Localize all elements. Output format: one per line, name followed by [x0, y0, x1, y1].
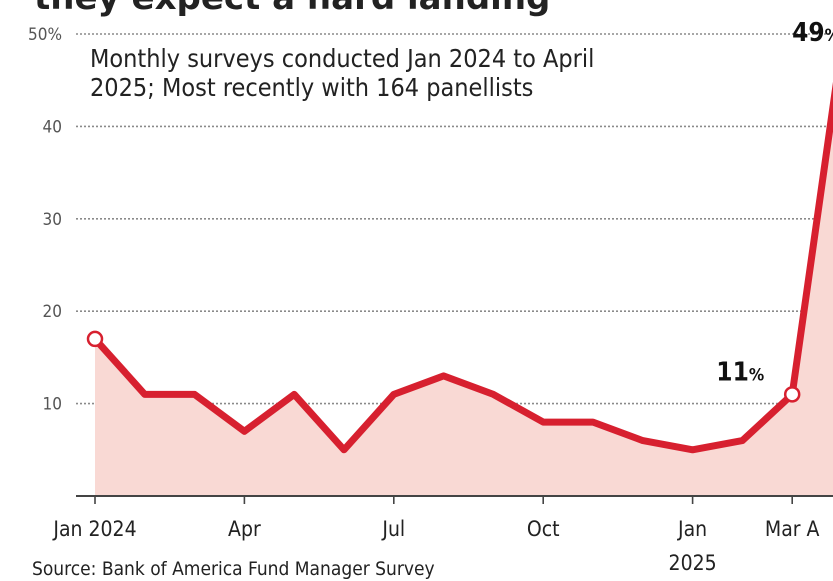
x-tick-label: Apr	[228, 517, 261, 541]
chart-title-cut: they expect a hard landing	[34, 0, 550, 18]
x-tick-label: Jan 2024	[52, 517, 136, 541]
series-line	[91, 81, 833, 454]
point-marker	[86, 330, 104, 348]
point-marker	[783, 386, 801, 403]
x-tick-label-year: 2025	[669, 551, 717, 575]
series-markers	[86, 330, 801, 403]
y-tick-label: 10	[43, 395, 62, 415]
chart-source: Source: Bank of America Fund Manager Sur…	[32, 558, 435, 580]
chart-subtitle: Monthly surveys conducted Jan 2024 to Ap…	[90, 44, 595, 102]
y-tick-label: 30	[43, 210, 62, 230]
x-tick-label: Oct	[527, 517, 560, 541]
value-label: 49%	[792, 18, 833, 48]
value-label: 11%	[716, 357, 764, 387]
value-annotations: 11% 49%	[716, 18, 833, 387]
x-tick-label: Jul	[381, 517, 405, 541]
x-axis-ticks: Jan 2024 Apr Jul Oct Jan 2025 Mar A	[52, 496, 820, 575]
y-tick-label: 40	[43, 117, 62, 137]
series-area	[95, 106, 833, 496]
x-tick-label: Mar A	[765, 517, 820, 541]
y-axis-ticks: 10 20 30 40 50%	[28, 25, 62, 415]
x-tick-label: Jan	[677, 517, 707, 541]
y-tick-label: 20	[43, 302, 62, 322]
y-tick-label: 50%	[28, 25, 62, 45]
